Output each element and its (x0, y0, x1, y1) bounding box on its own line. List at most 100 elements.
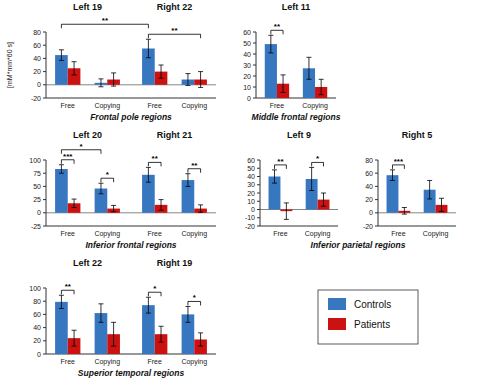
significance: ** (271, 22, 283, 34)
significance: ** (148, 154, 161, 166)
x-tick-label: Copying (181, 102, 207, 110)
y-tick (257, 209, 260, 210)
error-cap (111, 322, 116, 323)
error-cap (98, 303, 103, 304)
subplot-title: Right 22 (157, 2, 193, 12)
significance-label: ** (102, 16, 109, 25)
error-cap (98, 78, 103, 79)
significance: * (312, 154, 324, 166)
error-line (286, 203, 287, 220)
error-bar (306, 57, 311, 79)
error-bar (98, 79, 103, 87)
y-tick-label: 60 (243, 29, 251, 36)
error-line (61, 295, 62, 308)
y-tick-label: 25 (33, 196, 41, 203)
bar (387, 175, 399, 213)
error-cap (321, 206, 326, 207)
error-cap (198, 346, 203, 347)
error-line (200, 72, 201, 88)
significance-label: * (193, 293, 197, 302)
significance: * (61, 142, 101, 154)
error-bar (146, 39, 151, 57)
x-axis (260, 226, 338, 227)
panel: -20020406080FreeCopyingRight 5*** (363, 130, 456, 238)
bar (55, 302, 68, 354)
legend: ControlsPatients (318, 290, 418, 344)
panel: 0102030405060FreeCopyingLeft 11Middle fr… (243, 2, 340, 122)
error-bar (72, 330, 77, 346)
error-cap (306, 79, 311, 80)
y-tick (253, 87, 256, 88)
x-tick-label: Copying (94, 230, 120, 238)
error-line (200, 205, 201, 212)
subplot-title: Right 19 (157, 258, 193, 268)
error-bar (309, 167, 314, 190)
y-tick (43, 84, 46, 85)
y-tick (43, 199, 46, 200)
error-cap (98, 86, 103, 87)
y-tick-label: 0 (37, 81, 41, 88)
error-bar (185, 174, 190, 187)
error-cap (198, 204, 203, 205)
y-tick (253, 43, 256, 44)
error-cap (427, 180, 432, 181)
x-tick-label: Copying (181, 358, 207, 366)
y-tick (253, 54, 256, 55)
marks (55, 295, 207, 354)
legend-swatch (328, 318, 346, 330)
y-tick-label: 100 (29, 157, 41, 164)
error-cap (146, 167, 151, 168)
y-tick (257, 201, 260, 202)
y-axis (46, 288, 47, 354)
x-tick-label: Copying (94, 358, 120, 366)
y-tick (43, 288, 46, 289)
error-line (200, 333, 201, 346)
error-bar (59, 165, 64, 173)
error-line (404, 208, 405, 215)
y-tick-label: 10 (247, 198, 255, 205)
error-cap (281, 74, 286, 75)
error-line (61, 165, 62, 173)
error-cap (159, 199, 164, 200)
error-cap (319, 79, 324, 80)
y-tick-label: 40 (247, 173, 255, 180)
error-cap (98, 183, 103, 184)
panel: -250255075100FreeCopyingFreeCopyingLeft … (29, 130, 216, 250)
x-tick-label: Free (61, 230, 76, 237)
y-tick-label: 0 (251, 206, 255, 213)
y-tick-label: 30 (247, 181, 255, 188)
error-cap (306, 57, 311, 58)
y-tick (257, 176, 260, 177)
error-cap (268, 52, 273, 53)
error-cap (72, 330, 77, 331)
subplot-title: Right 5 (402, 130, 433, 140)
y-tick-label: 60 (365, 170, 373, 177)
x-tick-label: Copying (181, 230, 207, 238)
y-tick (257, 184, 260, 185)
error-cap (111, 211, 116, 212)
error-line (74, 199, 75, 207)
subplot-title: Left 11 (282, 2, 311, 12)
error-line (161, 326, 162, 342)
y-tick (43, 226, 46, 227)
error-bar (159, 65, 164, 78)
y-axis (378, 160, 379, 226)
error-cap (159, 326, 164, 327)
significance: ** (148, 26, 200, 38)
error-line (274, 170, 275, 183)
error-cap (59, 308, 64, 309)
y-tick (43, 212, 46, 213)
subplot-title: Left 20 (73, 130, 102, 140)
error-cap (159, 210, 164, 211)
error-line (323, 193, 324, 206)
marks (387, 170, 448, 214)
y-tick (43, 354, 46, 355)
error-cap (159, 342, 164, 343)
x-axis-label: Inferior frontal regions (85, 240, 176, 250)
panel: 020406080100FreeCopyingFreeCopyingLeft 2… (29, 258, 216, 378)
error-cap (321, 193, 326, 194)
x-tick-label: Free (270, 102, 285, 109)
y-tick-label: 75 (33, 170, 41, 177)
error-cap (198, 71, 203, 72)
x-tick-label: Copying (302, 102, 328, 110)
